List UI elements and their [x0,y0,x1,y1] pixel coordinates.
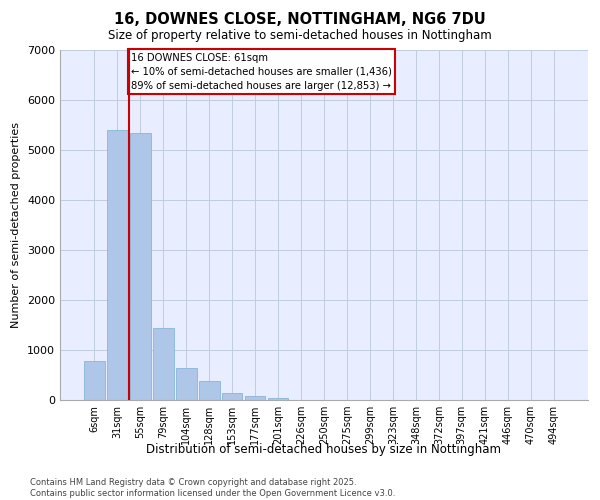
Bar [199,381,220,400]
Bar [176,368,197,400]
Text: 16 DOWNES CLOSE: 61sqm
← 10% of semi-detached houses are smaller (1,436)
89% of : 16 DOWNES CLOSE: 61sqm ← 10% of semi-det… [131,52,392,90]
Text: 16, DOWNES CLOSE, NOTTINGHAM, NG6 7DU: 16, DOWNES CLOSE, NOTTINGHAM, NG6 7DU [114,12,486,28]
Bar [84,361,104,400]
Y-axis label: Number of semi-detached properties: Number of semi-detached properties [11,122,22,328]
Bar [153,328,173,400]
Bar [107,130,128,400]
Text: Contains HM Land Registry data © Crown copyright and database right 2025.
Contai: Contains HM Land Registry data © Crown c… [30,478,395,498]
Bar [222,392,242,400]
Bar [268,398,289,400]
Text: Size of property relative to semi-detached houses in Nottingham: Size of property relative to semi-detach… [108,29,492,42]
Bar [245,396,265,400]
Bar [130,132,151,400]
Text: Distribution of semi-detached houses by size in Nottingham: Distribution of semi-detached houses by … [146,442,502,456]
